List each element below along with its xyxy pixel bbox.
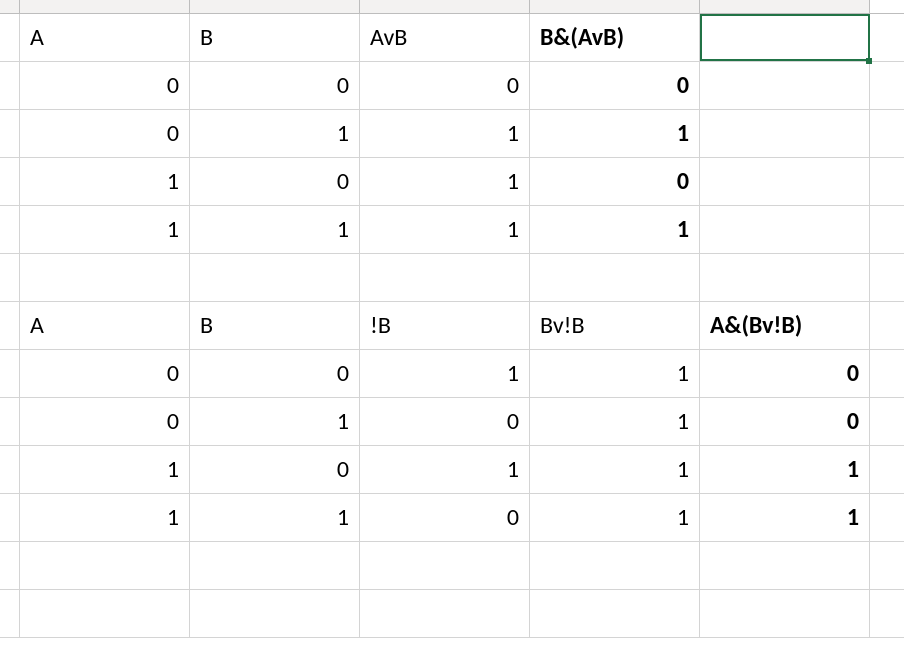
cell[interactable]: 0	[20, 62, 190, 109]
table-row: 0 0 0 0	[0, 62, 904, 110]
cell[interactable]	[530, 542, 700, 589]
cell[interactable]	[700, 158, 870, 205]
cell[interactable]	[530, 254, 700, 301]
cell[interactable]: 1	[360, 350, 530, 397]
cell[interactable]: 1	[530, 206, 700, 253]
cell[interactable]	[530, 590, 700, 637]
cell[interactable]: 0	[190, 158, 360, 205]
cell[interactable]: 1	[190, 398, 360, 445]
table-row: 1 0 1 0	[0, 158, 904, 206]
cell[interactable]: B	[190, 302, 360, 349]
table-row: 1 1 1 1	[0, 206, 904, 254]
cell[interactable]: 0	[360, 398, 530, 445]
table-row: 1 1 0 1 1	[0, 494, 904, 542]
cell[interactable]: 0	[190, 350, 360, 397]
cell[interactable]: 0	[360, 494, 530, 541]
col-header-C[interactable]	[360, 0, 530, 13]
cell[interactable]: 1	[530, 110, 700, 157]
cell[interactable]: 0	[20, 110, 190, 157]
cell[interactable]: 0	[700, 398, 870, 445]
cell[interactable]: 1	[360, 110, 530, 157]
cell[interactable]: 1	[20, 446, 190, 493]
corner-header[interactable]	[0, 0, 20, 13]
cell[interactable]: 0	[20, 350, 190, 397]
cell[interactable]	[20, 542, 190, 589]
cell[interactable]: 1	[20, 494, 190, 541]
row-header[interactable]	[0, 158, 20, 205]
cell[interactable]: 0	[530, 158, 700, 205]
cell[interactable]: 1	[360, 206, 530, 253]
table-row: 0 1 1 1	[0, 110, 904, 158]
table-row	[0, 254, 904, 302]
cell[interactable]	[700, 542, 870, 589]
table-row	[0, 542, 904, 590]
cell[interactable]	[360, 590, 530, 637]
row-header[interactable]	[0, 350, 20, 397]
cell[interactable]: 1	[530, 494, 700, 541]
cell[interactable]: B	[190, 14, 360, 61]
cell[interactable]	[700, 254, 870, 301]
cell[interactable]	[190, 254, 360, 301]
cell[interactable]: 0	[190, 62, 360, 109]
cell[interactable]: 0	[20, 398, 190, 445]
cell[interactable]: 1	[360, 158, 530, 205]
row-header[interactable]	[0, 494, 20, 541]
col-header-D[interactable]	[530, 0, 700, 13]
cell[interactable]: Bv!B	[530, 302, 700, 349]
table-row: A B !B Bv!B A&(Bv!B)	[0, 302, 904, 350]
table-row: 0 1 0 1 0	[0, 398, 904, 446]
row-header[interactable]	[0, 542, 20, 589]
cell[interactable]: 1	[700, 494, 870, 541]
cell[interactable]: 1	[190, 206, 360, 253]
cell[interactable]: 0	[530, 62, 700, 109]
col-header-A[interactable]	[20, 0, 190, 13]
cell[interactable]: B&(AvB)	[530, 14, 700, 61]
table-row: 0 0 1 1 0	[0, 350, 904, 398]
cell[interactable]: A&(Bv!B)	[700, 302, 870, 349]
row-header[interactable]	[0, 590, 20, 637]
cell[interactable]	[20, 254, 190, 301]
cell[interactable]	[700, 590, 870, 637]
cell[interactable]	[360, 254, 530, 301]
cell[interactable]: 1	[700, 446, 870, 493]
cell[interactable]: !B	[360, 302, 530, 349]
spreadsheet-grid[interactable]: A B AvB B&(AvB) 0 0 0 0 0 1 1 1 1 0 1 0 …	[0, 0, 904, 654]
cell[interactable]	[190, 542, 360, 589]
col-header-E[interactable]	[700, 0, 870, 13]
cell[interactable]	[700, 110, 870, 157]
row-header[interactable]	[0, 110, 20, 157]
cell[interactable]: 0	[190, 446, 360, 493]
cell[interactable]: 1	[530, 398, 700, 445]
cell[interactable]: 1	[20, 158, 190, 205]
cell[interactable]: 1	[190, 494, 360, 541]
cell[interactable]: 1	[360, 446, 530, 493]
row-header[interactable]	[0, 446, 20, 493]
row-header[interactable]	[0, 206, 20, 253]
row-header[interactable]	[0, 14, 20, 61]
cell[interactable]	[700, 62, 870, 109]
cell[interactable]	[20, 590, 190, 637]
table-row	[0, 590, 904, 638]
cell[interactable]: 0	[700, 350, 870, 397]
cell[interactable]: A	[20, 302, 190, 349]
column-header-row	[0, 0, 904, 14]
cell[interactable]: 1	[20, 206, 190, 253]
cell[interactable]: 1	[530, 446, 700, 493]
cell[interactable]: 0	[360, 62, 530, 109]
col-header-B[interactable]	[190, 0, 360, 13]
row-header[interactable]	[0, 62, 20, 109]
cell[interactable]	[360, 542, 530, 589]
selected-cell[interactable]	[700, 14, 870, 61]
row-header[interactable]	[0, 254, 20, 301]
cell[interactable]	[700, 206, 870, 253]
row-header[interactable]	[0, 398, 20, 445]
cell[interactable]	[190, 590, 360, 637]
table-row: 1 0 1 1 1	[0, 446, 904, 494]
cell[interactable]: AvB	[360, 14, 530, 61]
cell[interactable]: A	[20, 14, 190, 61]
cell[interactable]: 1	[530, 350, 700, 397]
row-header[interactable]	[0, 302, 20, 349]
table-row: A B AvB B&(AvB)	[0, 14, 904, 62]
cell[interactable]: 1	[190, 110, 360, 157]
